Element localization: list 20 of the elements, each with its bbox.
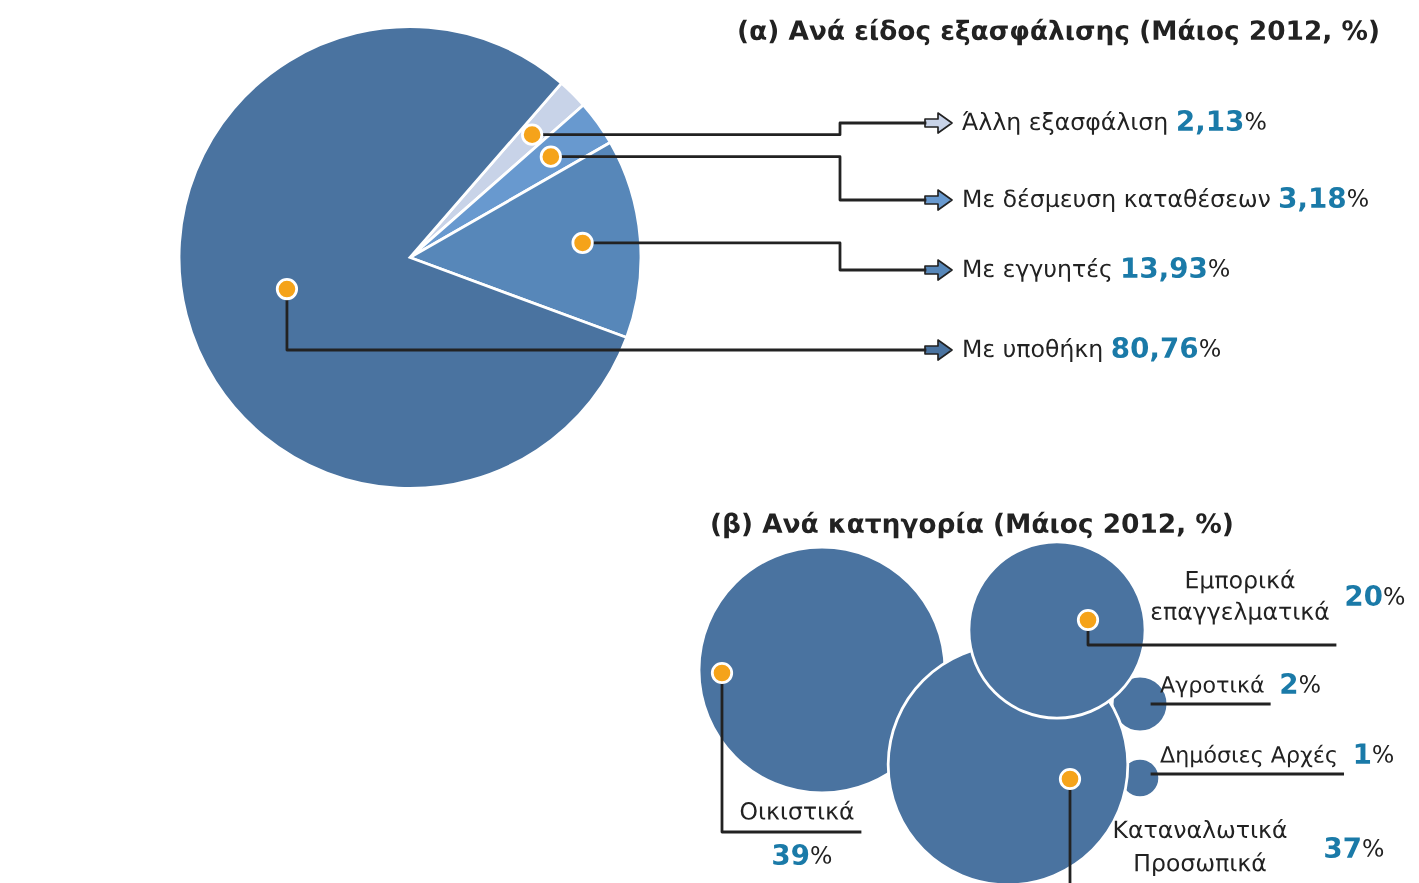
legend-label: Με εγγυητές	[964, 258, 1111, 282]
data-label: 20%	[1346, 585, 1405, 607]
category-label: Εμπορικά επαγγελματικά	[1151, 569, 1329, 625]
data-label: 3,18%	[1279, 187, 1368, 212]
data-label: 13,93%	[1123, 257, 1230, 282]
data-label: 37%	[1325, 837, 1384, 859]
text: (β) Ανά κατηγορία (Μάιος 2012, %)	[712, 511, 1232, 539]
data-label: 80,76%	[1112, 337, 1221, 362]
category-label: Οικιστικά	[740, 800, 854, 820]
legend-label: Άλλη εξασφάλιση	[962, 111, 1167, 135]
category-label: Καταναλωτικά Προσωπικά	[1114, 819, 1287, 877]
data-label: 2,13%	[1178, 110, 1266, 135]
chart-title: (α) Ανά είδος εξασφάλισης (Μάιος 2012, %)	[739, 18, 1378, 46]
legend-label: Με δέσμευση καταθέσεων	[964, 188, 1270, 212]
legend-label: Με υποθήκη	[964, 338, 1102, 362]
data-label: 2%	[1281, 673, 1320, 694]
category-label: Δημόσιες Αρχές	[1160, 744, 1336, 768]
data-label: 1%	[1355, 743, 1394, 764]
category-label: Αγροτικά	[1160, 674, 1264, 698]
data-label: 39%	[773, 844, 832, 866]
